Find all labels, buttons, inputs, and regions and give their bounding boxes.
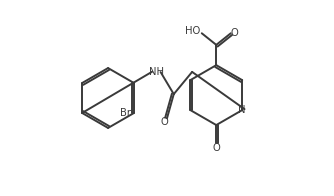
Text: HO: HO	[185, 26, 200, 36]
Text: N: N	[238, 105, 246, 115]
Text: O: O	[231, 28, 238, 38]
Text: O: O	[212, 143, 220, 153]
Text: O: O	[160, 117, 168, 127]
Text: Br: Br	[120, 108, 131, 118]
Text: NH: NH	[149, 67, 164, 77]
